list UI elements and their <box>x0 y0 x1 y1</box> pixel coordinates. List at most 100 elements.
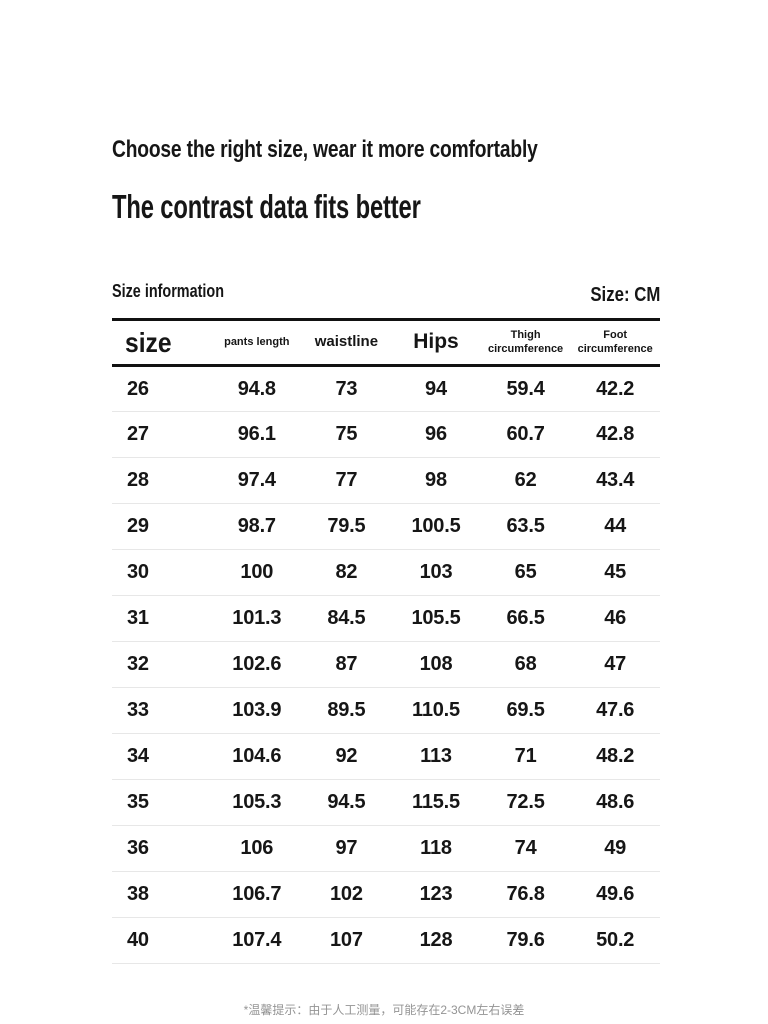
thigh-circumference-cell: 63.5 <box>480 503 571 550</box>
pants-length-cell: 102.6 <box>212 641 302 688</box>
waistline-cell: 107 <box>301 917 392 964</box>
size-cell: 26 <box>112 365 212 412</box>
thigh-circumference-cell: 62 <box>480 457 571 504</box>
col-header-waistline: waistline <box>301 319 392 367</box>
foot-circumference-cell: 48.2 <box>570 733 660 780</box>
pants-length-cell: 97.4 <box>212 457 302 504</box>
size-table-row: 33 103.9 89.5 110.5 69.5 47.6 <box>112 687 660 734</box>
pants-length-cell: 107.4 <box>212 917 302 964</box>
hips-cell: 100.5 <box>391 503 481 550</box>
size-cell: 29 <box>112 503 212 550</box>
thigh-circumference-cell: 66.5 <box>480 595 571 642</box>
foot-circumference-cell: 47.6 <box>570 687 660 734</box>
page-subtitle: Choose the right size, wear it more comf… <box>112 136 538 163</box>
thigh-circumference-cell: 72.5 <box>480 779 571 826</box>
col-header-hips: Hips <box>391 319 481 367</box>
size-cell: 30 <box>112 549 212 596</box>
size-table-header-row: size pants length waistline Hips Thigh c… <box>112 319 660 367</box>
hips-cell: 103 <box>391 549 481 596</box>
foot-circumference-cell: 45 <box>570 549 660 596</box>
foot-circumference-cell: 49 <box>570 825 660 872</box>
size-cell: 28 <box>112 457 212 504</box>
pants-length-cell: 106.7 <box>212 871 302 918</box>
size-cell: 36 <box>112 825 212 872</box>
size-table-row: 26 94.8 73 94 59.4 42.2 <box>112 365 660 412</box>
page-title: The contrast data fits better <box>112 188 421 225</box>
waistline-cell: 75 <box>301 411 392 458</box>
size-table-row: 32 102.6 87 108 68 47 <box>112 641 660 688</box>
hips-cell: 123 <box>391 871 481 918</box>
pants-length-cell: 106 <box>212 825 302 872</box>
waistline-cell: 77 <box>301 457 392 504</box>
waistline-cell: 73 <box>301 365 392 412</box>
size-table-row: 38 106.7 102 123 76.8 49.6 <box>112 871 660 918</box>
thigh-circumference-cell: 69.5 <box>480 687 571 734</box>
size-table-body: 26 94.8 73 94 59.4 42.2 27 96.1 75 96 60… <box>112 365 660 964</box>
size-table-row: 35 105.3 94.5 115.5 72.5 48.6 <box>112 779 660 826</box>
waistline-cell: 94.5 <box>301 779 392 826</box>
col-header-pants-length: pants length <box>212 319 302 367</box>
size-table-row: 27 96.1 75 96 60.7 42.8 <box>112 411 660 458</box>
col-header-foot-circumference: Foot circumference <box>570 319 660 367</box>
unit-label: Size: CM <box>589 284 660 306</box>
size-table-row: 30 100 82 103 65 45 <box>112 549 660 596</box>
foot-circumference-cell: 50.2 <box>570 917 660 964</box>
size-cell: 34 <box>112 733 212 780</box>
waistline-cell: 84.5 <box>301 595 392 642</box>
waistline-cell: 79.5 <box>301 503 392 550</box>
waistline-cell: 82 <box>301 549 392 596</box>
hips-cell: 98 <box>391 457 481 504</box>
foot-circumference-cell: 42.8 <box>570 411 660 458</box>
thigh-circumference-cell: 59.4 <box>480 365 571 412</box>
size-cell: 40 <box>112 917 212 964</box>
hips-cell: 113 <box>391 733 481 780</box>
thigh-circumference-cell: 74 <box>480 825 571 872</box>
foot-circumference-cell: 46 <box>570 595 660 642</box>
foot-circumference-cell: 47 <box>570 641 660 688</box>
waistline-cell: 89.5 <box>301 687 392 734</box>
pants-length-cell: 98.7 <box>212 503 302 550</box>
size-cell: 38 <box>112 871 212 918</box>
foot-circumference-cell: 48.6 <box>570 779 660 826</box>
thigh-circumference-cell: 79.6 <box>480 917 571 964</box>
thigh-circumference-cell: 76.8 <box>480 871 571 918</box>
size-cell: 31 <box>112 595 212 642</box>
col-header-size-label: size <box>125 327 172 358</box>
pants-length-cell: 100 <box>212 549 302 596</box>
hips-cell: 94 <box>391 365 481 412</box>
pants-length-cell: 96.1 <box>212 411 302 458</box>
footnote: *温馨提示：由于人工测量，可能存在2-3CM左右误差 <box>243 1003 525 1017</box>
thigh-circumference-cell: 68 <box>480 641 571 688</box>
hips-cell: 115.5 <box>391 779 481 826</box>
waistline-cell: 102 <box>301 871 392 918</box>
thigh-circumference-cell: 65 <box>480 549 571 596</box>
size-cell: 33 <box>112 687 212 734</box>
waistline-cell: 92 <box>301 733 392 780</box>
size-cell: 27 <box>112 411 212 458</box>
size-table-row: 28 97.4 77 98 62 43.4 <box>112 457 660 504</box>
pants-length-cell: 103.9 <box>212 687 302 734</box>
foot-circumference-cell: 42.2 <box>570 365 660 412</box>
col-header-thigh-circumference: Thigh circumference <box>480 319 571 367</box>
section-label: Size information <box>112 281 225 301</box>
col-header-size: size <box>112 319 212 367</box>
size-table-row: 34 104.6 92 113 71 48.2 <box>112 733 660 780</box>
pants-length-cell: 101.3 <box>212 595 302 642</box>
size-table: size pants length waistline Hips Thigh c… <box>112 318 660 964</box>
waistline-cell: 87 <box>301 641 392 688</box>
size-table-row: 31 101.3 84.5 105.5 66.5 46 <box>112 595 660 642</box>
pants-length-cell: 104.6 <box>212 733 302 780</box>
size-cell: 35 <box>112 779 212 826</box>
hips-cell: 108 <box>391 641 481 688</box>
thigh-circumference-cell: 71 <box>480 733 571 780</box>
thigh-circumference-cell: 60.7 <box>480 411 571 458</box>
pants-length-cell: 94.8 <box>212 365 302 412</box>
hips-cell: 105.5 <box>391 595 481 642</box>
size-table-row: 36 106 97 118 74 49 <box>112 825 660 872</box>
size-table-row: 29 98.7 79.5 100.5 63.5 44 <box>112 503 660 550</box>
hips-cell: 96 <box>391 411 481 458</box>
size-cell: 32 <box>112 641 212 688</box>
size-table-header: size pants length waistline Hips Thigh c… <box>112 319 660 367</box>
hips-cell: 110.5 <box>391 687 481 734</box>
